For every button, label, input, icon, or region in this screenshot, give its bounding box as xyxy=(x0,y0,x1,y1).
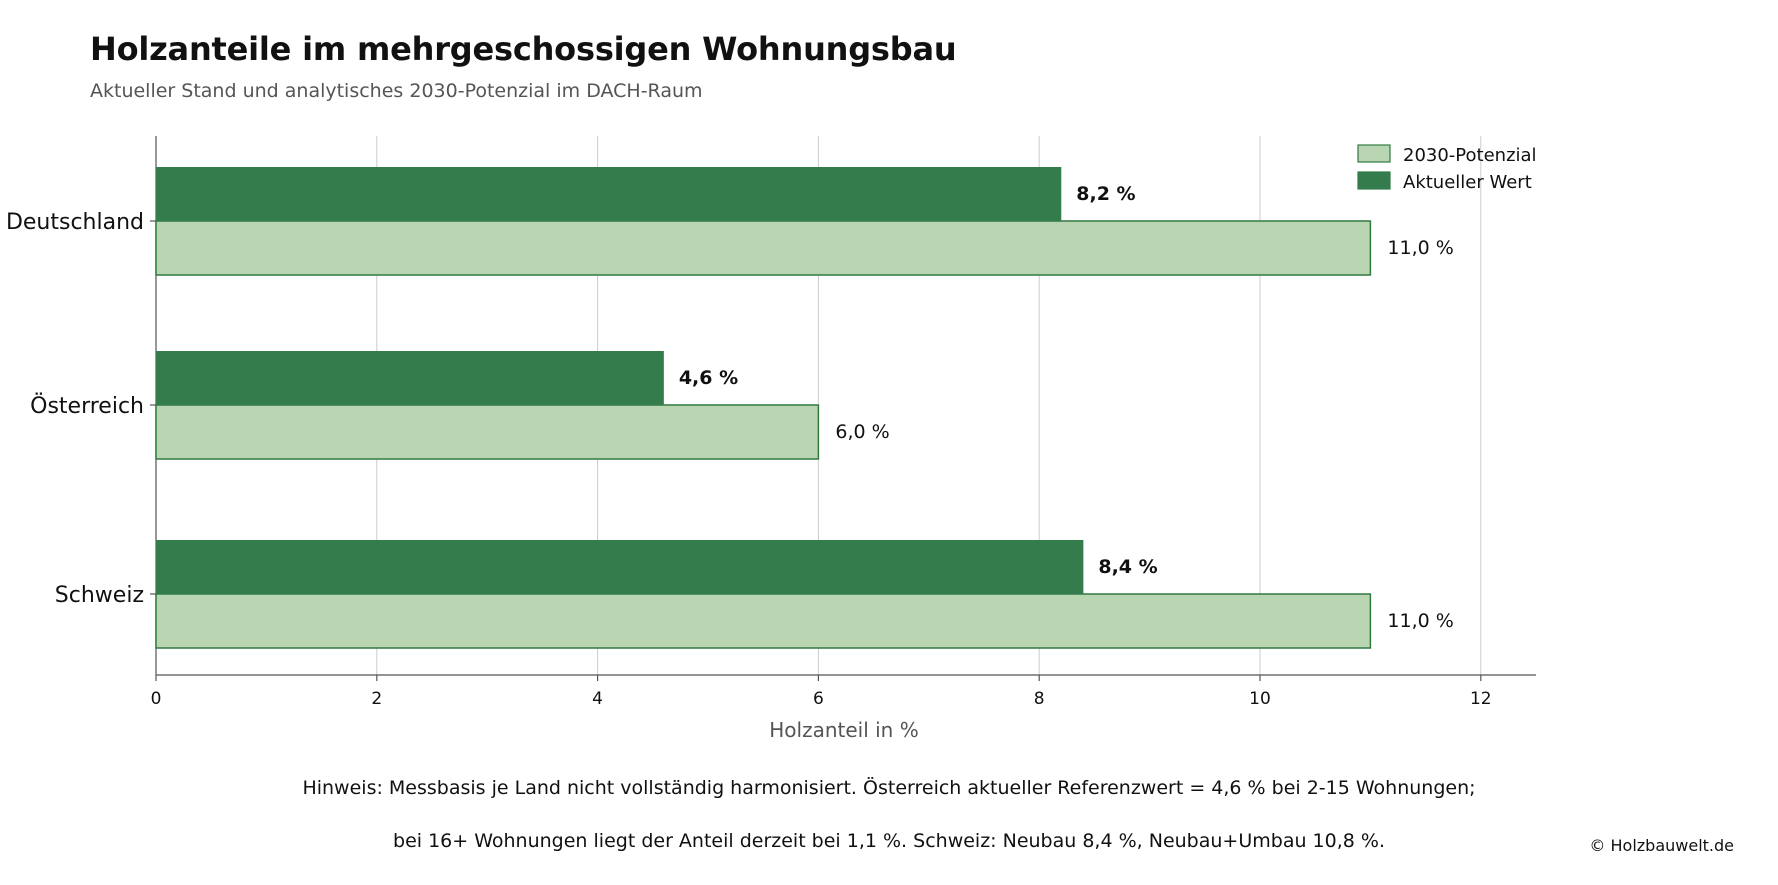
data-label-current-2: 8,4 % xyxy=(1098,556,1157,578)
data-label-potential-0: 11,0 % xyxy=(1387,237,1453,259)
bar-potential-2 xyxy=(155,593,1372,649)
chart-subtitle: Aktueller Stand und analytisches 2030-Po… xyxy=(90,80,703,102)
x-tick-label-2: 2 xyxy=(371,689,382,709)
bar-chart: 0 2 4 6 8 10 12 Holzanteil in % Deutschland 8,2 %… xyxy=(6,136,1537,742)
footnote-line-1: Hinweis: Messbasis je Land nicht vollstä… xyxy=(302,777,1476,799)
x-tick-label-8: 8 xyxy=(1034,689,1045,709)
category-label-1: Österreich xyxy=(30,393,144,419)
data-label-potential-2: 11,0 % xyxy=(1387,610,1453,632)
bar-current-0 xyxy=(156,167,1062,221)
legend-swatch-1 xyxy=(1357,171,1391,190)
legend-swatch-0 xyxy=(1357,144,1391,163)
bar-current-2 xyxy=(156,540,1084,594)
bar-potential-1 xyxy=(155,404,820,460)
x-tick-label-12: 12 xyxy=(1470,689,1492,709)
data-label-potential-1: 6,0 % xyxy=(835,421,889,443)
footnote-line-2: bei 16+ Wohnungen liegt der Anteil derze… xyxy=(393,830,1385,852)
data-label-current-1: 4,6 % xyxy=(679,367,738,389)
legend-label-1: Aktueller Wert xyxy=(1403,172,1532,193)
x-tick-label-4: 4 xyxy=(592,689,603,709)
x-tick-label-10: 10 xyxy=(1249,689,1271,709)
copyright-notice: © Holzbauwelt.de xyxy=(1589,836,1734,855)
bar-potential-0 xyxy=(155,220,1372,276)
data-label-current-0: 8,2 % xyxy=(1076,183,1135,205)
category-label-2: Schweiz xyxy=(55,583,144,608)
legend-label-0: 2030-Potenzial xyxy=(1403,145,1537,166)
chart-title: Holzanteile im mehrgeschossigen Wohnungs… xyxy=(90,30,957,68)
x-tick-label-6: 6 xyxy=(813,689,824,709)
bar-current-1 xyxy=(156,351,664,405)
x-axis-label: Holzanteil in % xyxy=(769,718,918,742)
x-tick-label-0: 0 xyxy=(151,689,162,709)
category-label-0: Deutschland xyxy=(6,210,144,235)
